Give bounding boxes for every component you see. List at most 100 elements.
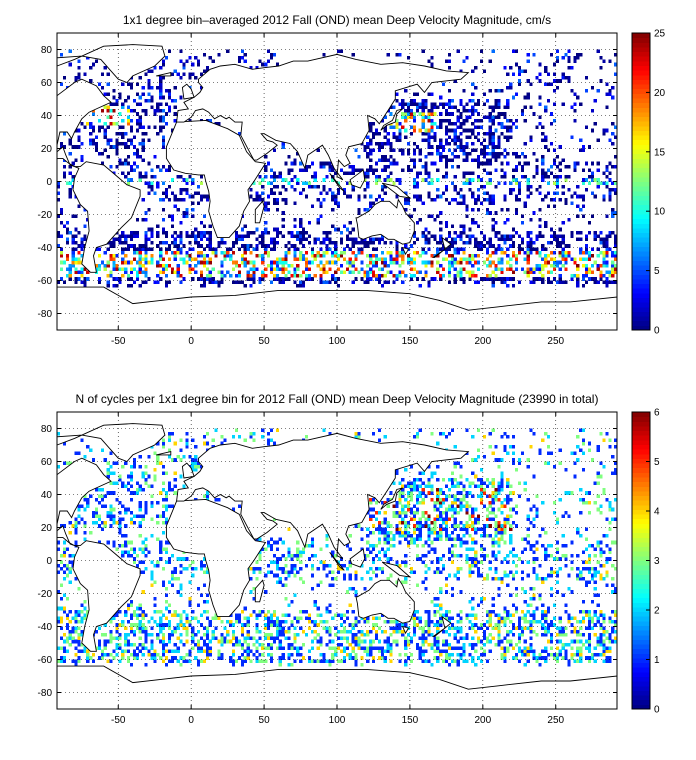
data-cell: [357, 155, 361, 159]
data-cell: [94, 520, 99, 525]
data-cell: [162, 567, 166, 571]
data-cell: [465, 240, 469, 245]
data-cell: [138, 257, 142, 261]
data-cell: [68, 530, 72, 535]
data-cell: [164, 231, 169, 235]
data-cell: [360, 563, 364, 568]
data-cell: [132, 280, 137, 285]
data-cell: [386, 636, 390, 640]
data-cell: [240, 244, 245, 248]
data-cell: [164, 600, 169, 604]
data-cell: [398, 540, 402, 545]
data-cell: [334, 626, 338, 631]
data-cell: [427, 464, 431, 469]
data-cell: [538, 191, 542, 195]
data-cell: [194, 234, 198, 238]
data-cell: [477, 165, 481, 169]
data-cell: [275, 560, 280, 565]
data-cell: [261, 257, 265, 261]
data-cell: [415, 431, 420, 436]
data-cell: [576, 237, 580, 242]
data-cell: [549, 257, 554, 261]
data-cell: [456, 145, 460, 149]
data-cell: [412, 231, 417, 235]
data-cell: [255, 227, 259, 232]
data-cell: [334, 280, 338, 285]
data-cell: [313, 237, 317, 242]
data-cell: [127, 507, 131, 512]
data-cell: [135, 165, 140, 169]
data-cell: [80, 158, 84, 162]
data-cell: [456, 118, 460, 123]
data-cell: [199, 250, 204, 255]
data-cell: [106, 474, 110, 479]
data-cell: [141, 517, 145, 522]
data-cell: [523, 204, 527, 209]
data-cell: [252, 438, 256, 442]
data-cell: [264, 636, 268, 640]
data-cell: [517, 234, 522, 238]
data-cell: [369, 158, 373, 162]
data-cell: [404, 201, 408, 205]
data-cell: [162, 125, 166, 129]
data-cell: [412, 435, 417, 439]
data-cell: [71, 264, 75, 268]
data-cell: [211, 280, 215, 285]
data-cell: [485, 99, 490, 103]
data-cell: [220, 639, 224, 644]
data-cell: [173, 240, 177, 245]
data-cell: [150, 517, 154, 522]
data-cell: [389, 250, 393, 255]
data-cell: [450, 254, 455, 258]
data-cell: [584, 273, 589, 278]
data-cell: [57, 198, 61, 202]
data-cell: [173, 570, 177, 574]
data-cell: [129, 141, 134, 146]
data-cell: [80, 438, 84, 442]
data-cell: [447, 99, 452, 103]
data-cell: [118, 240, 122, 245]
data-cell: [156, 234, 160, 238]
data-cell: [520, 69, 525, 73]
data-cell: [558, 273, 562, 278]
data-cell: [267, 646, 271, 650]
data-cell: [185, 659, 189, 664]
data-cell: [348, 629, 352, 634]
data-cell: [275, 264, 280, 268]
colorbar-segment: [632, 297, 650, 303]
data-cell: [351, 649, 355, 654]
data-cell: [164, 540, 169, 545]
data-cell: [544, 221, 548, 225]
data-cell: [339, 231, 344, 235]
data-cell: [132, 151, 137, 156]
data-cell: [421, 652, 425, 657]
data-cell: [159, 128, 163, 133]
data-cell: [401, 270, 405, 275]
data-cell: [421, 118, 425, 123]
data-cell: [170, 649, 175, 654]
data-cell: [293, 158, 297, 162]
data-cell: [220, 280, 224, 285]
data-cell: [191, 626, 195, 631]
data-cell: [401, 102, 405, 106]
data-cell: [535, 250, 539, 255]
data-cell: [450, 105, 455, 110]
data-cell: [447, 273, 452, 278]
data-cell: [354, 240, 358, 245]
data-cell: [299, 168, 303, 172]
data-cell: [109, 639, 113, 644]
data-cell: [208, 237, 212, 242]
data-cell: [339, 567, 344, 571]
data-cell: [249, 231, 253, 235]
data-cell: [83, 537, 87, 541]
data-cell: [360, 237, 364, 242]
data-cell: [255, 191, 259, 195]
data-cell: [71, 659, 75, 664]
data-cell: [427, 619, 431, 624]
data-cell: [252, 636, 256, 640]
data-cell: [442, 639, 446, 644]
data-cell: [587, 221, 592, 225]
data-cell: [135, 656, 140, 660]
data-cell: [59, 277, 64, 281]
data-cell: [503, 198, 507, 202]
